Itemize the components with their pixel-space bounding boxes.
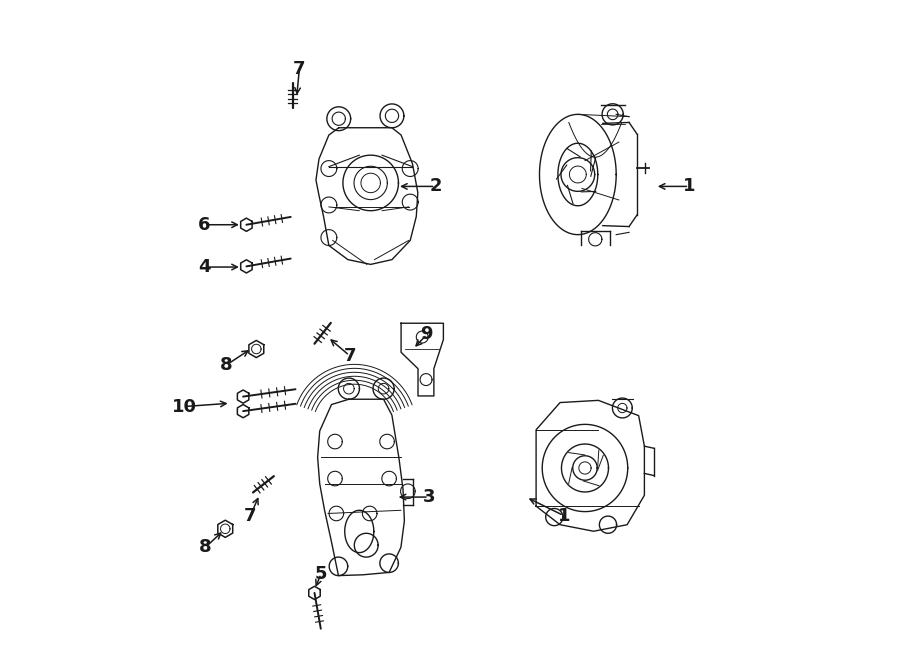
Text: 10: 10 bbox=[172, 397, 197, 416]
Text: 8: 8 bbox=[199, 538, 212, 557]
Text: 2: 2 bbox=[429, 177, 442, 196]
Text: 8: 8 bbox=[220, 356, 233, 374]
Text: 9: 9 bbox=[420, 325, 433, 344]
Text: 7: 7 bbox=[343, 346, 356, 365]
Text: 5: 5 bbox=[315, 564, 328, 583]
Text: 3: 3 bbox=[423, 488, 435, 506]
Text: 1: 1 bbox=[557, 506, 570, 525]
Text: 6: 6 bbox=[198, 215, 211, 234]
Text: 7: 7 bbox=[293, 60, 305, 79]
Text: 7: 7 bbox=[244, 506, 256, 525]
Text: 4: 4 bbox=[198, 258, 211, 276]
Text: 1: 1 bbox=[683, 177, 696, 196]
